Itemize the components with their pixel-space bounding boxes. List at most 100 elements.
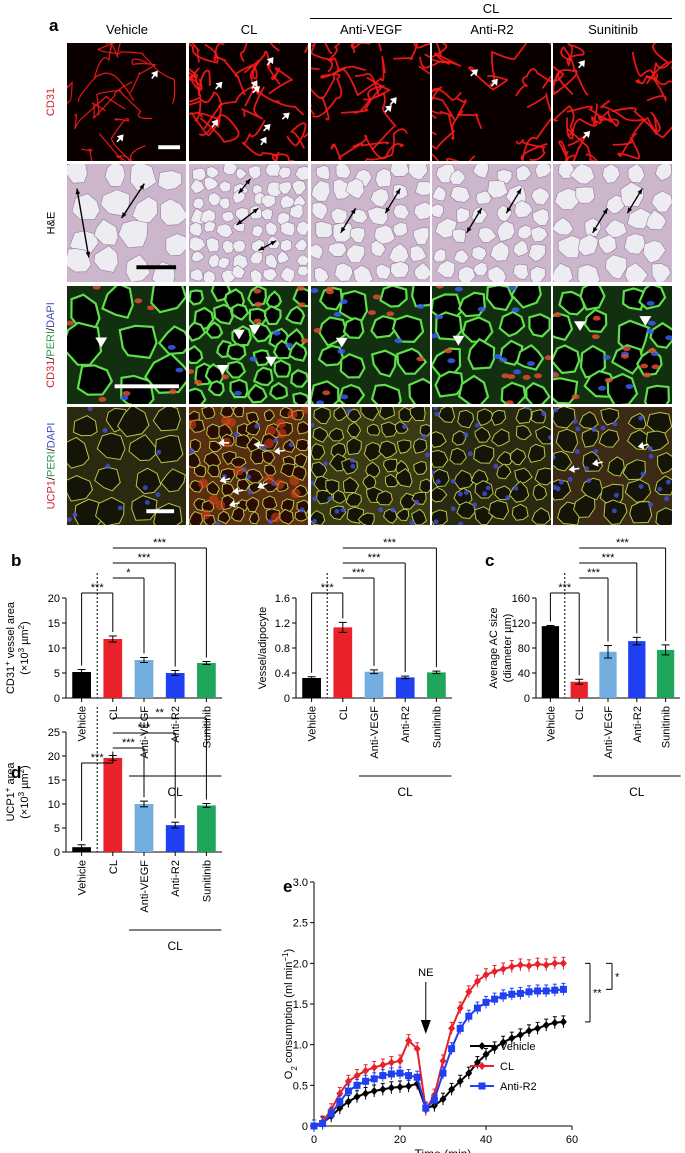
arrowhead-marker xyxy=(574,321,586,332)
e-point xyxy=(465,987,473,996)
e-point xyxy=(396,1056,404,1065)
diameter-arrow xyxy=(258,240,277,252)
diameter-arrow xyxy=(592,207,609,234)
b2-y-tick-label: 1.2 xyxy=(275,618,290,630)
b2-sig-label: *** xyxy=(352,567,366,579)
e-point xyxy=(353,1081,361,1089)
column-header-cl: CL xyxy=(240,22,258,37)
b-y-tick-label: 10 xyxy=(48,643,60,655)
c-bar-anti-vegf xyxy=(599,651,617,698)
arrowhead-marker xyxy=(233,329,245,340)
e-point xyxy=(370,1087,378,1096)
d-sig-label: *** xyxy=(91,752,105,764)
e-point xyxy=(508,990,516,998)
arrowhead-marker xyxy=(216,364,229,375)
micrograph-r2-c3 xyxy=(311,164,430,282)
e-point xyxy=(405,1082,413,1091)
b-bar-anti-r2 xyxy=(165,673,185,698)
arrow-marker xyxy=(218,438,230,447)
arrowhead-marker xyxy=(452,335,465,346)
micrograph-r2-c2 xyxy=(189,164,308,282)
b-x-tick-label: Vehicle xyxy=(77,706,89,741)
e-point xyxy=(405,1072,413,1080)
arrow-marker xyxy=(215,81,223,90)
b-x-tick-label: CL xyxy=(108,706,120,720)
micrograph-r3-c2 xyxy=(189,286,308,404)
e-point xyxy=(422,1104,430,1112)
b2-x-tick-label: CL xyxy=(338,706,350,720)
b-sig-label: *** xyxy=(153,537,167,549)
e-point xyxy=(387,1083,395,1092)
e-point xyxy=(465,1012,473,1020)
b2-bar-vehicle xyxy=(302,678,321,698)
b-y-tick-label: 20 xyxy=(48,593,60,605)
column-header-vehicle: Vehicle xyxy=(106,22,148,37)
e-point xyxy=(448,1045,456,1053)
arrowhead-marker xyxy=(335,337,348,348)
d-bar-anti-r2 xyxy=(165,825,185,852)
e-x-tick-label: 60 xyxy=(566,1134,578,1146)
arrow-marker xyxy=(281,112,290,120)
d-bar-anti-vegf xyxy=(134,804,154,852)
c-x-tick-label: Vehicle xyxy=(545,706,557,741)
e-annotation-label: NE xyxy=(418,967,433,979)
e-point xyxy=(508,962,516,971)
diameter-arrow xyxy=(238,178,252,194)
e-y-tick-label: 3.0 xyxy=(293,877,308,889)
panel-c-letter: c xyxy=(485,551,494,570)
arrow-marker xyxy=(470,69,479,77)
d-ylabel-line: UCP1+ area xyxy=(3,762,18,822)
c-ylabel-line: (diameter µm) xyxy=(502,614,514,683)
micrograph-r2-c1 xyxy=(67,164,186,282)
arrow-marker xyxy=(582,131,591,139)
c-y-tick-label: 80 xyxy=(518,643,530,655)
e-point xyxy=(370,1063,378,1072)
e-point xyxy=(430,1096,438,1104)
e-point xyxy=(362,1077,370,1085)
e-point xyxy=(327,1110,335,1118)
e-legend-label: Vehicle xyxy=(500,1041,535,1053)
arrow-marker xyxy=(490,78,498,87)
b-x-tick-label: Anti-VEGF xyxy=(139,706,151,759)
e-point xyxy=(482,970,490,979)
arrow-marker xyxy=(259,136,267,146)
e-point xyxy=(482,998,490,1006)
d-sig-label: ** xyxy=(155,707,164,719)
e-sig-label: * xyxy=(615,971,620,983)
e-legend-marker xyxy=(478,1062,486,1070)
d-sig-label: *** xyxy=(138,722,152,734)
b-ylabel-line: CD31+ vessel area xyxy=(3,601,18,694)
d-ylabel-line: (×103 µm2) xyxy=(17,765,32,818)
c-group-label: CL xyxy=(629,785,645,799)
arrowhead-marker xyxy=(639,316,652,326)
b2-sig-label: *** xyxy=(368,552,382,564)
d-y-tick-label: 25 xyxy=(48,727,60,739)
arrow-marker xyxy=(116,134,124,143)
e-point xyxy=(379,1061,387,1069)
arrow-marker xyxy=(252,86,261,94)
e-point xyxy=(516,989,524,997)
arrow-marker xyxy=(389,97,397,106)
e-point xyxy=(551,1018,559,1027)
arrow-marker xyxy=(568,465,580,473)
b2-bar-cl xyxy=(333,627,353,698)
e-point xyxy=(319,1120,327,1128)
b-x-tick-label: Sunitinib xyxy=(201,706,213,748)
c-bar-anti-r2 xyxy=(628,641,646,698)
e-point xyxy=(559,959,567,968)
b2-x-tick-label: Anti-R2 xyxy=(400,706,412,743)
e-point xyxy=(448,1085,456,1094)
c-y-tick-label: 120 xyxy=(512,618,530,630)
micrograph-r2-c4 xyxy=(432,164,551,282)
b2-x-tick-label: Anti-VEGF xyxy=(369,706,381,759)
b2-sig-label: *** xyxy=(321,582,335,594)
e-point xyxy=(542,1021,550,1030)
e-point xyxy=(473,1004,481,1012)
d-bar-sunitinib xyxy=(197,805,216,852)
e-sig-label: ** xyxy=(593,988,602,1000)
d-group-label: CL xyxy=(168,939,184,953)
e-point xyxy=(525,988,533,996)
d-y-tick-label: 5 xyxy=(54,823,60,835)
column-header-anti-vegf: Anti-VEGF xyxy=(339,22,403,37)
e-point xyxy=(396,1069,404,1077)
